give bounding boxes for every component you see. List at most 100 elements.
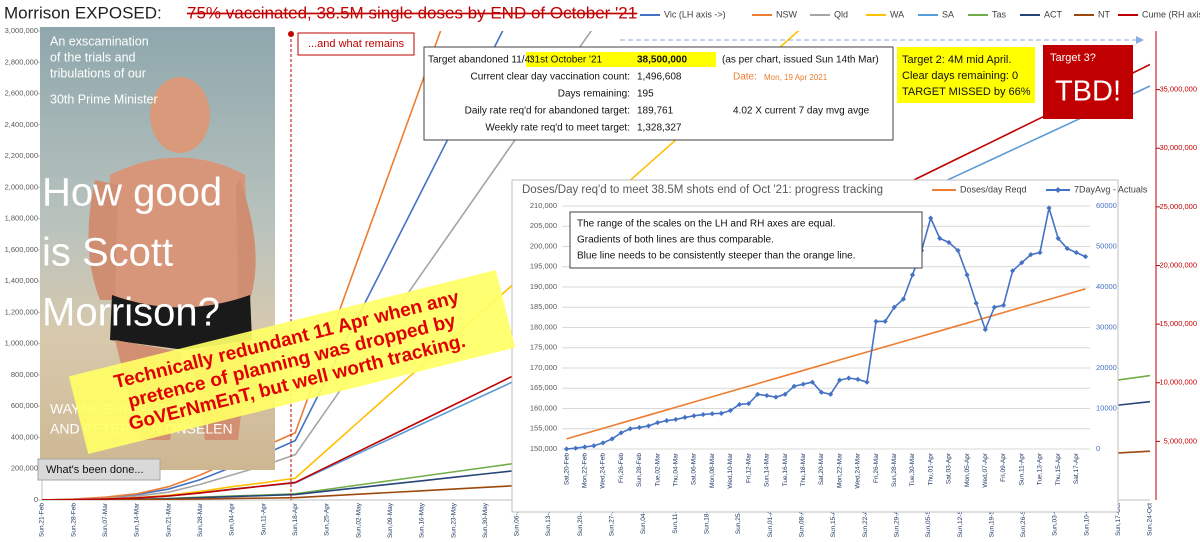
info-date-value: Mon, 19 Apr 2021: [764, 73, 828, 82]
note-box: [569, 211, 923, 269]
book-title: is Scott: [42, 231, 173, 275]
legend-label: Doses/day Reqd: [960, 184, 1027, 194]
note: Gradients of both lines are thus compara…: [577, 235, 774, 246]
point: [937, 235, 943, 241]
legend-label: SA: [942, 9, 954, 19]
point: [1082, 254, 1089, 260]
legend-label: 7DayAvg - Actuals: [1074, 184, 1148, 194]
x-tick-label: Sun,05-Sep: [925, 503, 932, 538]
point: [818, 389, 825, 395]
x-tick-label: Wed,24-Mar: [855, 452, 862, 488]
x-tick-label: Sun,20-Jun: [577, 503, 584, 537]
point: [573, 445, 579, 451]
x-tick-label: Sun,11-Jul: [672, 502, 679, 533]
x-tick-label: Wed,07-Apr: [982, 452, 989, 487]
point: [1000, 302, 1007, 308]
x-tick-label: Sat,06-Mar: [691, 452, 698, 485]
point: [991, 304, 998, 310]
legend-label: ACT: [1044, 9, 1063, 19]
x-tick-label: Sun,21-Feb: [39, 503, 46, 537]
x-tick-label: Mon,22-Feb: [581, 453, 588, 488]
photo-arm: [88, 180, 118, 300]
legend-label: NSW: [776, 9, 798, 19]
y-tick-label: 170,000: [530, 363, 557, 372]
x-tick-label: Thu,04-Mar: [673, 452, 680, 486]
x-tick-label: Tue,02-Mar: [654, 452, 661, 486]
legend-label: Cume (RH axis): [1142, 9, 1200, 19]
struck-subtitle: 75% vaccinated, 38.5M single doses by EN…: [187, 3, 637, 22]
point: [909, 272, 916, 278]
photo-trunks: [110, 295, 252, 350]
point: [673, 416, 679, 423]
point: [1037, 249, 1043, 256]
y-tick-label: 150,000: [530, 444, 557, 453]
point: [582, 444, 588, 450]
info-label: Current clear day vaccination count:: [470, 72, 630, 83]
x-tick-label: Sun,03-Oct: [1052, 503, 1059, 536]
y-tick-label: 1,200,000: [5, 307, 38, 316]
legend-marker: [1055, 187, 1061, 193]
x-tick-label: Sun,25-Jul: [735, 502, 742, 534]
point: [782, 391, 788, 397]
x-tick-label: Sun,11-Apr: [1018, 452, 1025, 485]
info-date: 31st October '21: [529, 55, 603, 66]
x-tick-label: Sun,06-Jun: [514, 503, 521, 537]
point: [946, 239, 952, 246]
point: [964, 272, 970, 278]
info-value: 38,500,000: [637, 55, 687, 66]
target3-box: [1043, 45, 1133, 119]
y2-tick-label: 10000: [1096, 403, 1117, 412]
x-tick-label: Sat,03-Apr: [946, 452, 953, 484]
y-tick-label: 200,000: [11, 464, 38, 473]
x-tick-label: Sat,20-Feb: [563, 453, 570, 486]
x-tick-label: Sun,22-Aug: [862, 503, 869, 538]
blurb: An exscamination: [50, 34, 149, 48]
legend-label: WA: [890, 9, 904, 19]
point: [755, 391, 761, 397]
point: [682, 414, 688, 421]
blurb: of the trials and: [50, 50, 136, 64]
y-tick-label: 1,800,000: [5, 214, 38, 223]
x-tick-label: Mon,08-Mar: [709, 452, 716, 488]
y-tick-label: 190,000: [530, 282, 557, 291]
x-tick-label: Thu,15-Apr: [1055, 452, 1062, 485]
point: [855, 376, 861, 382]
y-tick-label: 3,000,000: [5, 26, 38, 35]
x-tick-label: Thu,18-Mar: [800, 452, 807, 486]
x-tick-label: Sun,15-Aug: [830, 503, 837, 538]
point: [809, 379, 815, 385]
y2-tick-label: 25,000,000: [1159, 202, 1197, 211]
blurb: 30th Prime Minister: [50, 92, 158, 106]
target3-question: Target 3?: [1050, 52, 1096, 64]
x-tick-label: Sun,19-Sep: [988, 503, 995, 538]
target2-text: TARGET MISSED by 66%: [902, 86, 1031, 98]
point: [700, 411, 706, 418]
y-tick-label: 1,000,000: [5, 339, 38, 348]
x-tick-label: Sun,17-Oct: [1115, 503, 1122, 536]
x-tick-label: Sun,18-Apr: [292, 502, 299, 536]
point: [955, 247, 961, 254]
x-tick-label: Sun,08-Aug: [798, 503, 805, 538]
x-tick-label: Sun,01-Aug: [767, 503, 774, 538]
y-tick-label: 0: [34, 495, 38, 504]
target3-answer: TBD!: [1055, 76, 1121, 108]
info-label: Weekly rate req'd to meet target:: [485, 123, 630, 134]
x-tick-label: Tue,30-Mar: [909, 452, 916, 486]
guide-arrow-head: [1136, 36, 1144, 44]
y2-tick-label: 5,000,000: [1164, 436, 1197, 445]
x-tick-label: Sun,24-Oct: [1147, 503, 1154, 536]
remains-label: ...and what remains: [308, 38, 404, 50]
y-tick-label: 210,000: [530, 201, 557, 210]
target2-text: Target 2: 4M mid April.: [902, 54, 1011, 66]
info-value: 1,328,327: [637, 123, 682, 134]
point: [973, 300, 979, 306]
info-label: Target abandoned 11/4:: [428, 55, 533, 66]
point: [791, 383, 797, 389]
info-box: Target abandoned 11/4: 31st October '21 …: [423, 46, 894, 141]
x-tick-label: Sun,07-Mar: [102, 502, 109, 537]
point: [873, 318, 879, 325]
x-tick-label: Sun,21-Mar: [165, 502, 172, 537]
point: [1064, 245, 1070, 252]
x-tick-label: Mon,22-Mar: [836, 452, 843, 488]
